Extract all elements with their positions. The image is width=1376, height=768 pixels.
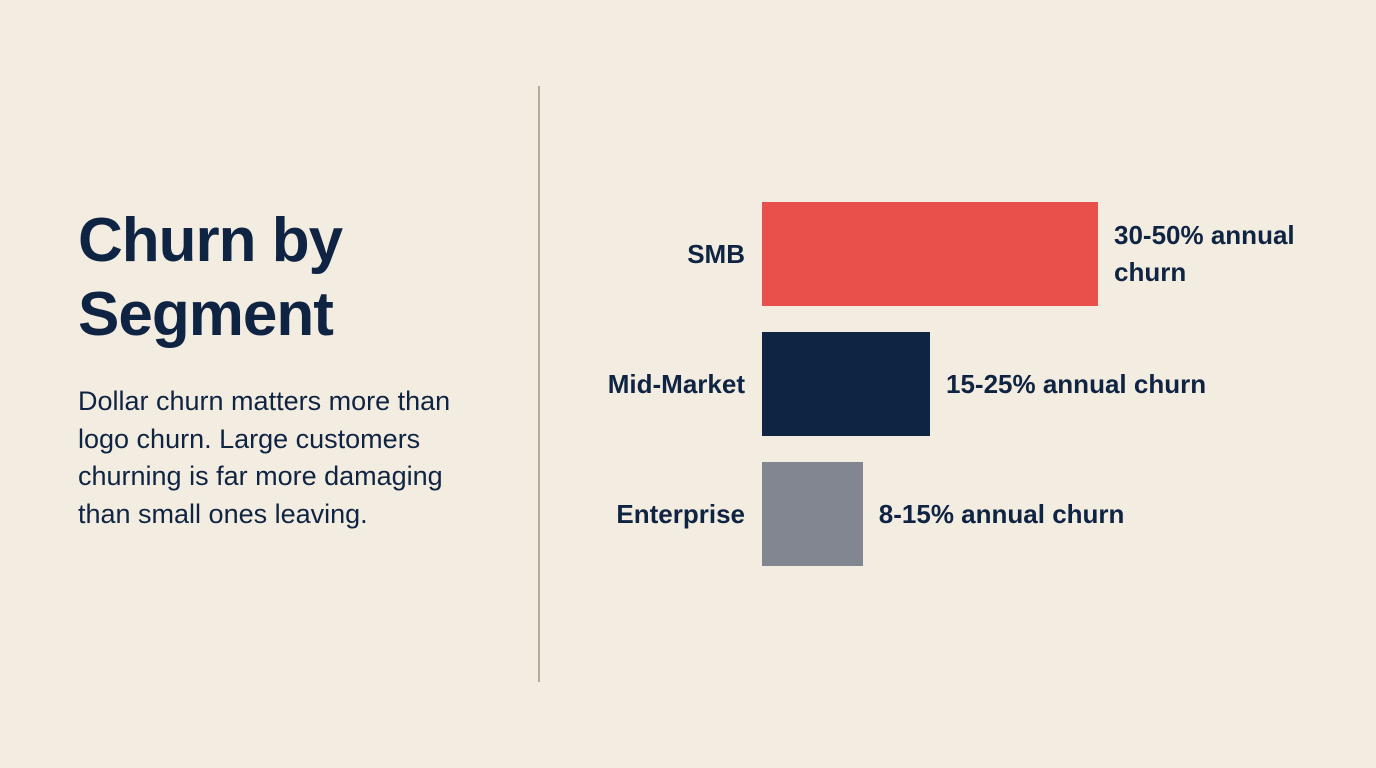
divider	[538, 86, 540, 682]
value-label: 15-25% annual churn	[946, 368, 1207, 399]
category-label: SMB	[687, 239, 745, 269]
bar	[762, 202, 1098, 306]
category-label: Enterprise	[616, 499, 745, 529]
value-label: 30-50% annual churn	[1114, 220, 1295, 287]
bar	[762, 462, 863, 566]
category-label: Mid-Market	[607, 369, 745, 399]
bar	[762, 332, 930, 436]
value-label: 8-15% annual churn	[878, 498, 1125, 529]
chart-subtitle: Dollar churn matters more than logo chur…	[78, 386, 451, 529]
chart-title: Churn by Segment	[78, 206, 343, 349]
